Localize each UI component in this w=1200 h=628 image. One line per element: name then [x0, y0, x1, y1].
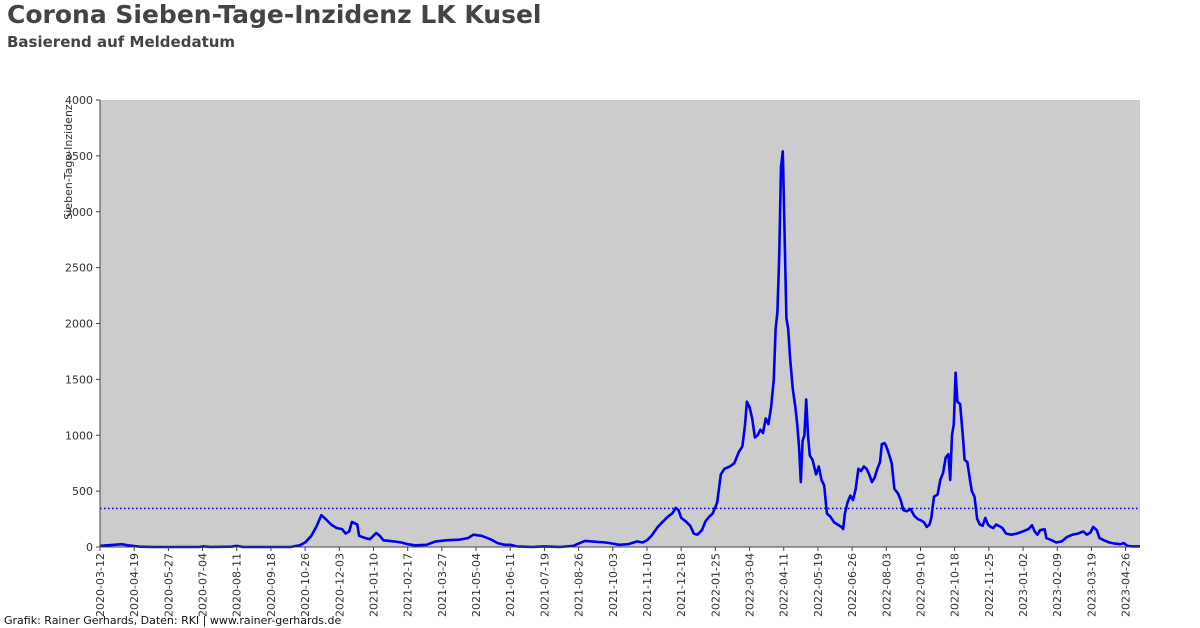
x-tick-label: 2020-08-11: [231, 553, 244, 617]
x-tick-label: 2020-03-12: [94, 553, 107, 617]
x-tick-label: 2022-10-18: [949, 553, 962, 617]
y-tick-label: 4000: [65, 94, 93, 107]
x-tick-label: 2021-03-27: [436, 553, 449, 617]
x-tick-label: 2021-10-03: [607, 553, 620, 617]
x-tick-label: 2021-02-17: [402, 553, 415, 617]
x-tick-label: 2022-09-10: [914, 553, 927, 617]
y-tick-label: 2500: [65, 262, 93, 275]
x-tick-label: 2021-06-11: [504, 553, 517, 617]
x-tick-label: 2021-07-19: [538, 553, 551, 617]
y-tick-label: 1000: [65, 429, 93, 442]
x-tick-label: 2023-02-09: [1051, 553, 1064, 617]
y-axis-label: Sieben-Tage-Inzidenz: [62, 104, 75, 220]
chart-title: Corona Sieben-Tage-Inzidenz LK Kusel: [7, 0, 542, 29]
x-tick-label: 2021-01-10: [367, 553, 380, 617]
x-tick-label: 2022-03-04: [744, 553, 757, 617]
x-tick-label: 2020-10-26: [299, 553, 312, 617]
x-tick-label: 2022-11-25: [983, 553, 996, 617]
x-tick-label: 2023-03-19: [1085, 553, 1098, 617]
x-tick-label: 2021-11-10: [641, 553, 654, 617]
y-tick-label: 3500: [65, 150, 93, 163]
x-tick-label: 2022-06-26: [846, 553, 859, 617]
x-tick-label: 2020-07-04: [197, 553, 210, 617]
x-tick-label: 2021-05-04: [470, 553, 483, 617]
series-line-0: [99, 150, 1140, 549]
x-tick-label: 2022-04-11: [778, 553, 791, 617]
x-tick-label: 2020-04-19: [128, 553, 141, 617]
y-tick-label: 3000: [65, 206, 93, 219]
x-tick-label: 2023-04-26: [1120, 553, 1133, 617]
plot-area: [100, 100, 1140, 547]
footer-credit: Grafik: Rainer Gerhards, Daten: RKI | ww…: [4, 614, 342, 627]
x-tick-label: 2022-08-03: [880, 553, 893, 617]
x-tick-label: 2020-12-03: [333, 553, 346, 617]
x-tick-label: 2022-05-19: [812, 553, 825, 617]
x-tick-label: 2022-01-25: [709, 553, 722, 617]
x-tick-label: 2020-05-27: [162, 553, 175, 617]
x-tick-label: 2023-01-02: [1017, 553, 1030, 617]
y-tick-label: 0: [86, 541, 93, 554]
y-tick-label: 500: [72, 485, 93, 498]
x-tick-label: 2021-08-26: [573, 553, 586, 617]
chart-subtitle: Basierend auf Meldedatum: [7, 33, 236, 51]
y-tick-label: 1500: [65, 373, 93, 386]
y-tick-label: 2000: [65, 318, 93, 331]
x-tick-label: 2020-09-18: [265, 553, 278, 617]
x-tick-label: 2021-12-18: [675, 553, 688, 617]
